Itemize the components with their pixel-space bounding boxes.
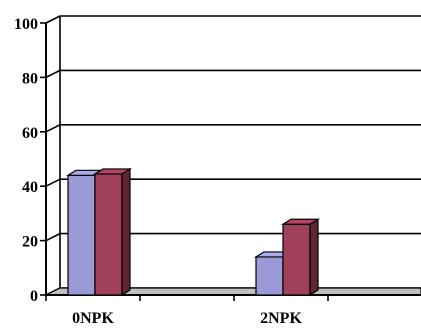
bar bbox=[92, 167, 133, 297]
x-tick-label: 2NPK bbox=[260, 310, 302, 327]
labels: 0 20 40 60 80 100 0NPK 2NPK bbox=[14, 16, 302, 327]
bar bbox=[280, 218, 321, 297]
gridline-depth bbox=[45, 178, 61, 187]
y-tick-label: 80 bbox=[22, 70, 38, 87]
bar-front bbox=[282, 223, 311, 296]
bar-side bbox=[309, 218, 319, 297]
gridline-depth bbox=[45, 69, 61, 79]
gridline-depth bbox=[45, 15, 61, 24]
bar-front bbox=[94, 173, 123, 296]
y-tick-label: 20 bbox=[22, 234, 38, 251]
bar-front bbox=[255, 256, 284, 296]
gridline-depth bbox=[45, 124, 61, 133]
y-tick-label: 40 bbox=[22, 179, 38, 196]
bar-front bbox=[67, 174, 96, 296]
x-tick-label: 0NPK bbox=[72, 310, 114, 327]
bars bbox=[65, 167, 321, 297]
bar-side bbox=[121, 167, 131, 297]
y-tick-label: 100 bbox=[14, 16, 38, 33]
y-tick-label: 60 bbox=[22, 125, 38, 142]
y-tick-label: 0 bbox=[30, 288, 38, 305]
gridline-depth bbox=[45, 232, 61, 242]
